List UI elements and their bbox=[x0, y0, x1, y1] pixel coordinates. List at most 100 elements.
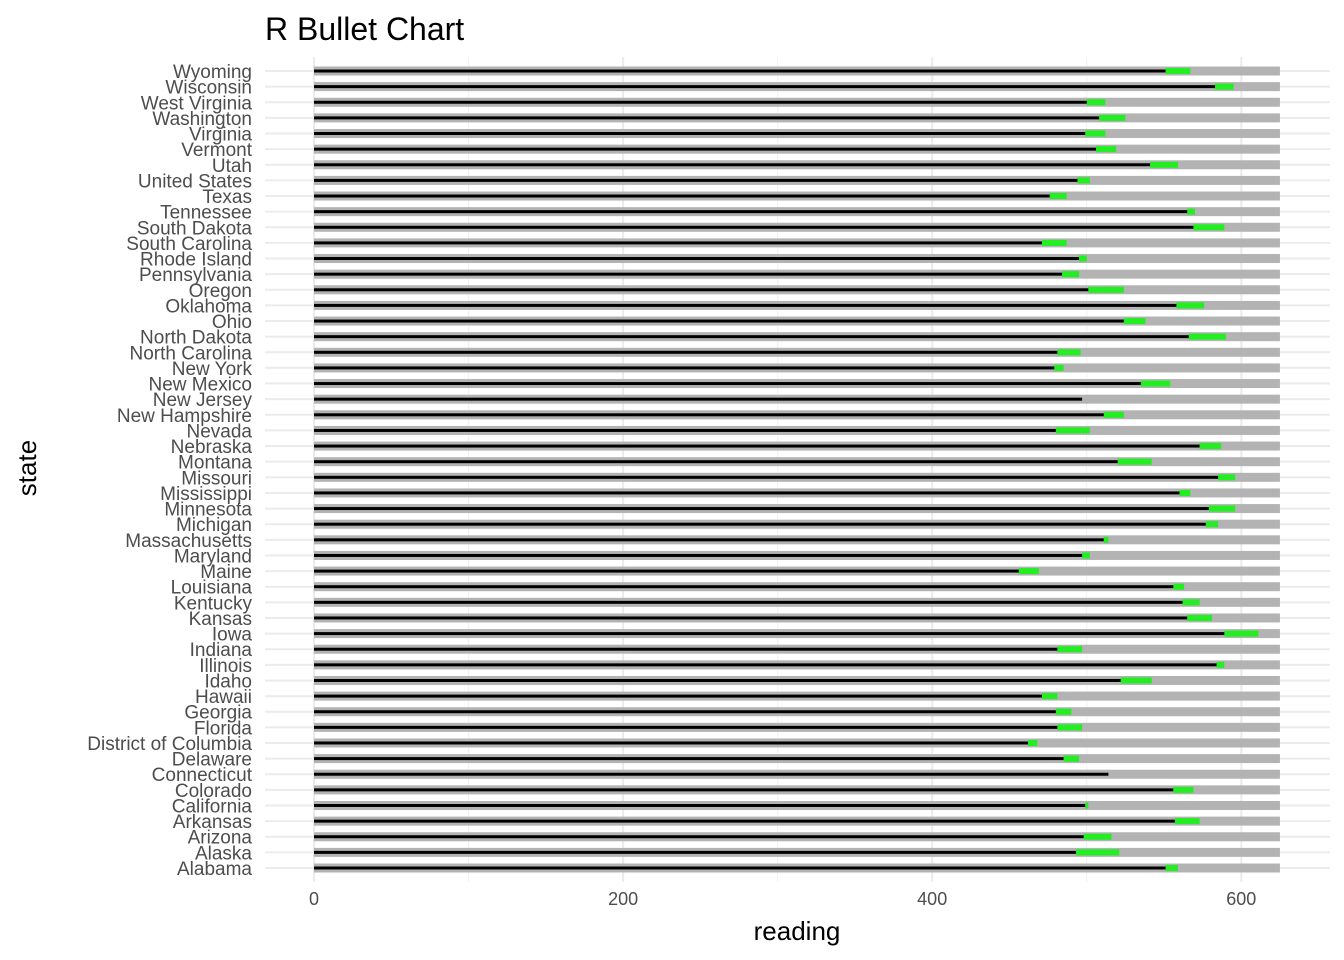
target-bar bbox=[1173, 583, 1185, 590]
y-tick-label: Michigan bbox=[176, 515, 252, 536]
y-tick-label: Hawaii bbox=[195, 687, 252, 708]
target-bar bbox=[1182, 599, 1200, 606]
value-bar bbox=[314, 225, 1194, 229]
y-tick-label: Delaware bbox=[172, 750, 252, 771]
value-bar bbox=[314, 616, 1188, 620]
x-tick-label: 0 bbox=[309, 889, 319, 909]
y-tick-label: New Mexico bbox=[149, 375, 252, 396]
target-bar bbox=[1049, 193, 1067, 200]
value-bar bbox=[314, 382, 1141, 386]
value-bar bbox=[314, 725, 1058, 729]
value-bar bbox=[314, 507, 1209, 511]
target-bar bbox=[1086, 99, 1106, 106]
y-tick-label: New York bbox=[172, 359, 253, 380]
y-tick-label: Montana bbox=[178, 453, 252, 474]
y-tick-label: Alabama bbox=[177, 859, 252, 880]
y-tick-label: Illinois bbox=[199, 656, 252, 677]
x-axis-title: reading bbox=[754, 916, 841, 946]
target-bar bbox=[1041, 693, 1058, 700]
value-bar bbox=[314, 632, 1225, 636]
target-bar bbox=[1082, 552, 1090, 559]
value-bar bbox=[314, 663, 1217, 667]
value-bar bbox=[314, 710, 1056, 714]
value-bar bbox=[314, 835, 1084, 839]
value-bar bbox=[314, 241, 1042, 245]
y-tick-label: Maine bbox=[200, 562, 252, 583]
value-bar bbox=[314, 788, 1174, 792]
value-bar bbox=[314, 522, 1206, 526]
y-tick-label: Arkansas bbox=[173, 812, 252, 833]
target-bar bbox=[1055, 708, 1072, 715]
value-bar bbox=[314, 272, 1063, 276]
target-bar bbox=[1075, 849, 1120, 856]
y-tick-label: Maryland bbox=[174, 546, 252, 567]
y-tick-label: District of Columbia bbox=[87, 734, 252, 755]
value-bar bbox=[314, 428, 1056, 432]
target-bar bbox=[1117, 458, 1152, 465]
value-bar bbox=[314, 553, 1083, 557]
y-tick-label: West Virginia bbox=[141, 93, 253, 114]
y-tick-label: Vermont bbox=[181, 140, 252, 161]
y-tick-label: Wisconsin bbox=[165, 78, 252, 99]
target-bar bbox=[1085, 802, 1089, 809]
y-tick-label: Ohio bbox=[212, 312, 252, 333]
target-bar bbox=[1174, 818, 1200, 825]
y-tick-label: Massachusetts bbox=[125, 531, 252, 552]
value-bar bbox=[314, 178, 1078, 182]
value-bar bbox=[314, 397, 1083, 401]
target-bar bbox=[1173, 786, 1194, 793]
target-bar bbox=[1055, 427, 1090, 434]
y-tick-label: Pennsylvania bbox=[139, 265, 252, 286]
y-tick-label: South Carolina bbox=[126, 234, 252, 255]
y-tick-label: Georgia bbox=[184, 703, 252, 724]
value-bar bbox=[314, 678, 1121, 682]
y-tick-label: United States bbox=[138, 171, 252, 192]
value-bar bbox=[314, 585, 1174, 589]
value-bar bbox=[314, 491, 1180, 495]
value-bar bbox=[314, 803, 1086, 807]
value-bar bbox=[314, 163, 1151, 167]
target-bar bbox=[1218, 474, 1236, 481]
value-bar bbox=[314, 147, 1097, 151]
value-bar bbox=[314, 303, 1177, 307]
target-bar bbox=[1103, 536, 1109, 543]
target-bar bbox=[1018, 568, 1039, 575]
target-bar bbox=[1063, 755, 1080, 762]
target-bar bbox=[1123, 318, 1146, 325]
value-bar bbox=[314, 460, 1118, 464]
target-bar bbox=[1120, 677, 1152, 684]
x-axis-labels: 0 200 400 600 bbox=[309, 889, 1256, 909]
value-bar bbox=[314, 757, 1064, 761]
y-tick-label: Tennessee bbox=[160, 203, 252, 224]
target-bar bbox=[1057, 724, 1083, 731]
y-tick-label: California bbox=[172, 796, 253, 817]
y-tick-label: South Dakota bbox=[137, 218, 253, 239]
y-tick-label: New Hampshire bbox=[117, 406, 252, 427]
value-bar bbox=[314, 647, 1058, 651]
y-tick-label: Rhode Island bbox=[140, 250, 252, 271]
x-tick-label: 200 bbox=[608, 889, 638, 909]
y-tick-label: Minnesota bbox=[164, 500, 252, 521]
target-bar bbox=[1140, 380, 1171, 387]
y-tick-label: Alaska bbox=[195, 843, 252, 864]
target-bar bbox=[1199, 443, 1222, 450]
value-bar bbox=[314, 538, 1104, 542]
value-bar bbox=[314, 100, 1087, 104]
y-tick-label: Kentucky bbox=[174, 593, 253, 614]
target-bar bbox=[1062, 271, 1080, 278]
value-bar bbox=[314, 69, 1166, 73]
target-bar bbox=[1041, 239, 1067, 246]
target-bar bbox=[1224, 630, 1259, 637]
y-tick-label: Connecticut bbox=[152, 765, 253, 786]
target-bar bbox=[1083, 833, 1112, 840]
x-tick-label: 600 bbox=[1226, 889, 1256, 909]
target-bar bbox=[1179, 489, 1191, 496]
y-tick-label: New Jersey bbox=[153, 390, 253, 411]
target-bar bbox=[1176, 302, 1205, 309]
target-bar bbox=[1165, 68, 1191, 74]
target-bar bbox=[1216, 661, 1225, 668]
y-tick-label: North Dakota bbox=[140, 328, 252, 349]
value-bar bbox=[314, 772, 1109, 776]
value-bar bbox=[314, 85, 1216, 89]
